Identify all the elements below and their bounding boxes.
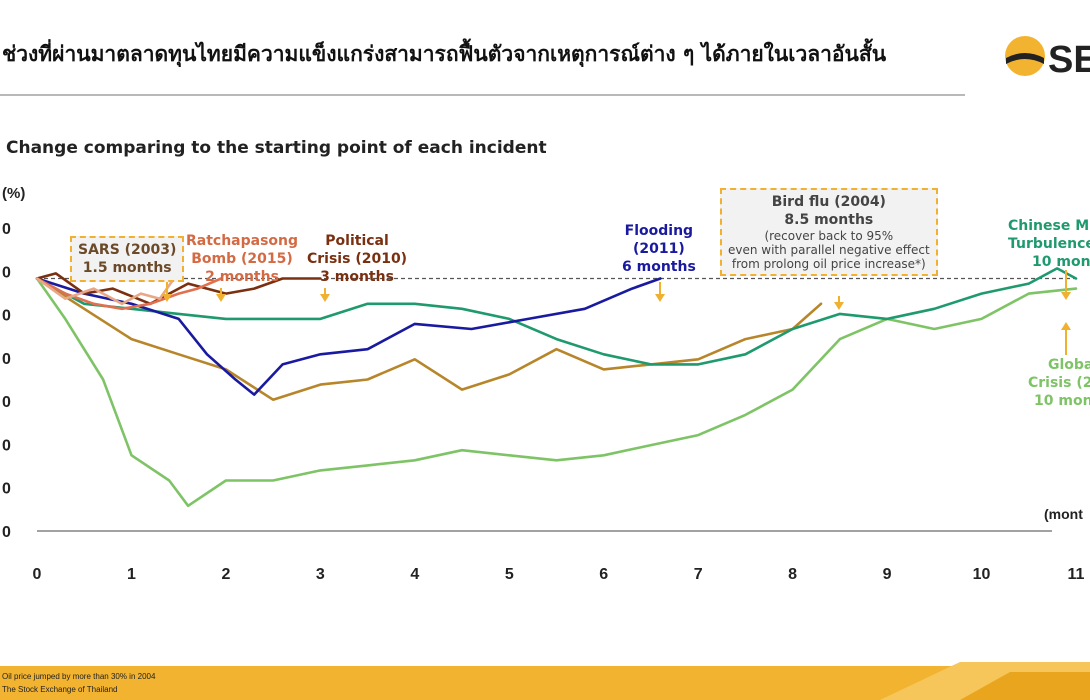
y-tick-label: 0 [2,351,11,368]
x-tick-label: 0 [33,566,42,583]
annotation-chinese-duration: 10 mon [1032,254,1090,270]
annotation-chinese-title: Chinese M [1008,218,1090,234]
arrow-flooding-head [655,294,665,302]
page-title: ช่วงที่ผ่านมาตลาดทุนไทยมีความแข็งแกร่งสา… [2,42,887,66]
x-axis-unit-label: (mont [1044,506,1083,522]
annotation-ratchapasong-duration: 2 months [205,269,279,285]
series-line [35,277,823,402]
x-tick-label: 2 [221,566,230,583]
x-tick-label: 7 [694,566,703,583]
annotation-flooding: Flooding (2011) 6 months [622,222,696,276]
x-tick-label: 9 [883,566,892,583]
x-tick-label: 11 [1068,566,1085,583]
logo-text: SE [1048,39,1090,81]
annotation-global-duration: 10 mon [1034,393,1090,409]
x-tick-label: 5 [505,566,514,583]
annotation-flooding-duration: 6 months [622,259,696,275]
y-tick-label: 0 [2,394,11,411]
logo-wave-icon [1006,53,1044,64]
series-line [35,277,176,306]
x-tick-label: 3 [316,566,325,583]
annotation-birdflu-title: Bird flu (2004) [771,194,886,210]
annotation-sars: SARS (2003) 1.5 months [70,236,185,282]
x-tick-label: 6 [599,566,608,583]
annotation-birdflu: Bird flu (2004) 8.5 months (recover back… [720,188,938,276]
annotation-chinese-title2: Turbulence [1008,236,1090,252]
x-tick-label: 1 [127,566,136,583]
annotation-birdflu-note3: from prolong oil price increase*) [731,257,926,271]
y-tick-label: 0 [2,524,11,541]
annotation-global: Globa Crisis (2 10 mon [1028,356,1090,410]
annotation-birdflu-duration: 8.5 months [784,212,874,228]
annotation-birdflu-note2: even with parallel negative effect [728,243,930,257]
annotation-political-duration: 3 months [320,269,394,285]
annotation-sars-duration: 1.5 months [82,260,172,276]
x-tick-label: 10 [973,566,991,583]
set-logo: SE [1005,36,1090,81]
annotation-political-title: Political [325,233,389,249]
x-tick-label: 8 [788,566,797,583]
footnote-source: The Stock Exchange of Thailand [2,685,118,694]
annotation-ratchapasong-title2: Bomb (2015) [191,251,293,267]
y-tick-label: 0 [2,221,11,238]
series-line [35,267,1078,366]
annotation-political-title2: Crisis (2010) [307,251,408,267]
series-line [35,277,223,311]
annotation-global-title: Globa [1048,357,1090,373]
arrow-global-head [1061,322,1071,330]
annotation-flooding-title: Flooding [624,223,694,239]
series-line [35,277,662,396]
y-tick-label: 0 [2,264,11,281]
annotation-sars-title: SARS (2003) [78,242,177,258]
arrow-political-head [320,294,330,302]
x-tick-label: 4 [410,566,419,583]
arrow-ratchapasong-head [216,294,226,302]
title-divider [0,94,965,96]
y-tick-label: 0 [2,308,11,325]
y-axis-unit-label: (%) [2,185,25,202]
annotation-political: Political Crisis (2010) 3 months [307,232,407,286]
y-tick-label: 0 [2,481,11,498]
footnote-oil-price: Oil price jumped by more than 30% in 200… [2,672,156,681]
chart-subtitle: Change comparing to the starting point o… [6,138,547,158]
annotation-ratchapasong-title: Ratchapasong [186,233,299,249]
footer-bar [0,662,1090,700]
annotation-chinese: Chinese M Turbulence 10 mon [1008,217,1090,271]
arrow-sars-head [162,294,172,302]
annotation-ratchapasong: Ratchapasong Bomb (2015) 2 months [186,232,298,286]
series-line [35,272,322,306]
annotation-global-title2: Crisis (2 [1028,375,1090,391]
annotation-birdflu-note1: (recover back to 95% [764,229,894,243]
annotation-flooding-title2: (2011) [633,241,685,257]
arrow-birdflu-head [834,302,844,310]
y-tick-label: 0 [2,437,11,454]
arrow-chinese-head [1061,292,1071,300]
